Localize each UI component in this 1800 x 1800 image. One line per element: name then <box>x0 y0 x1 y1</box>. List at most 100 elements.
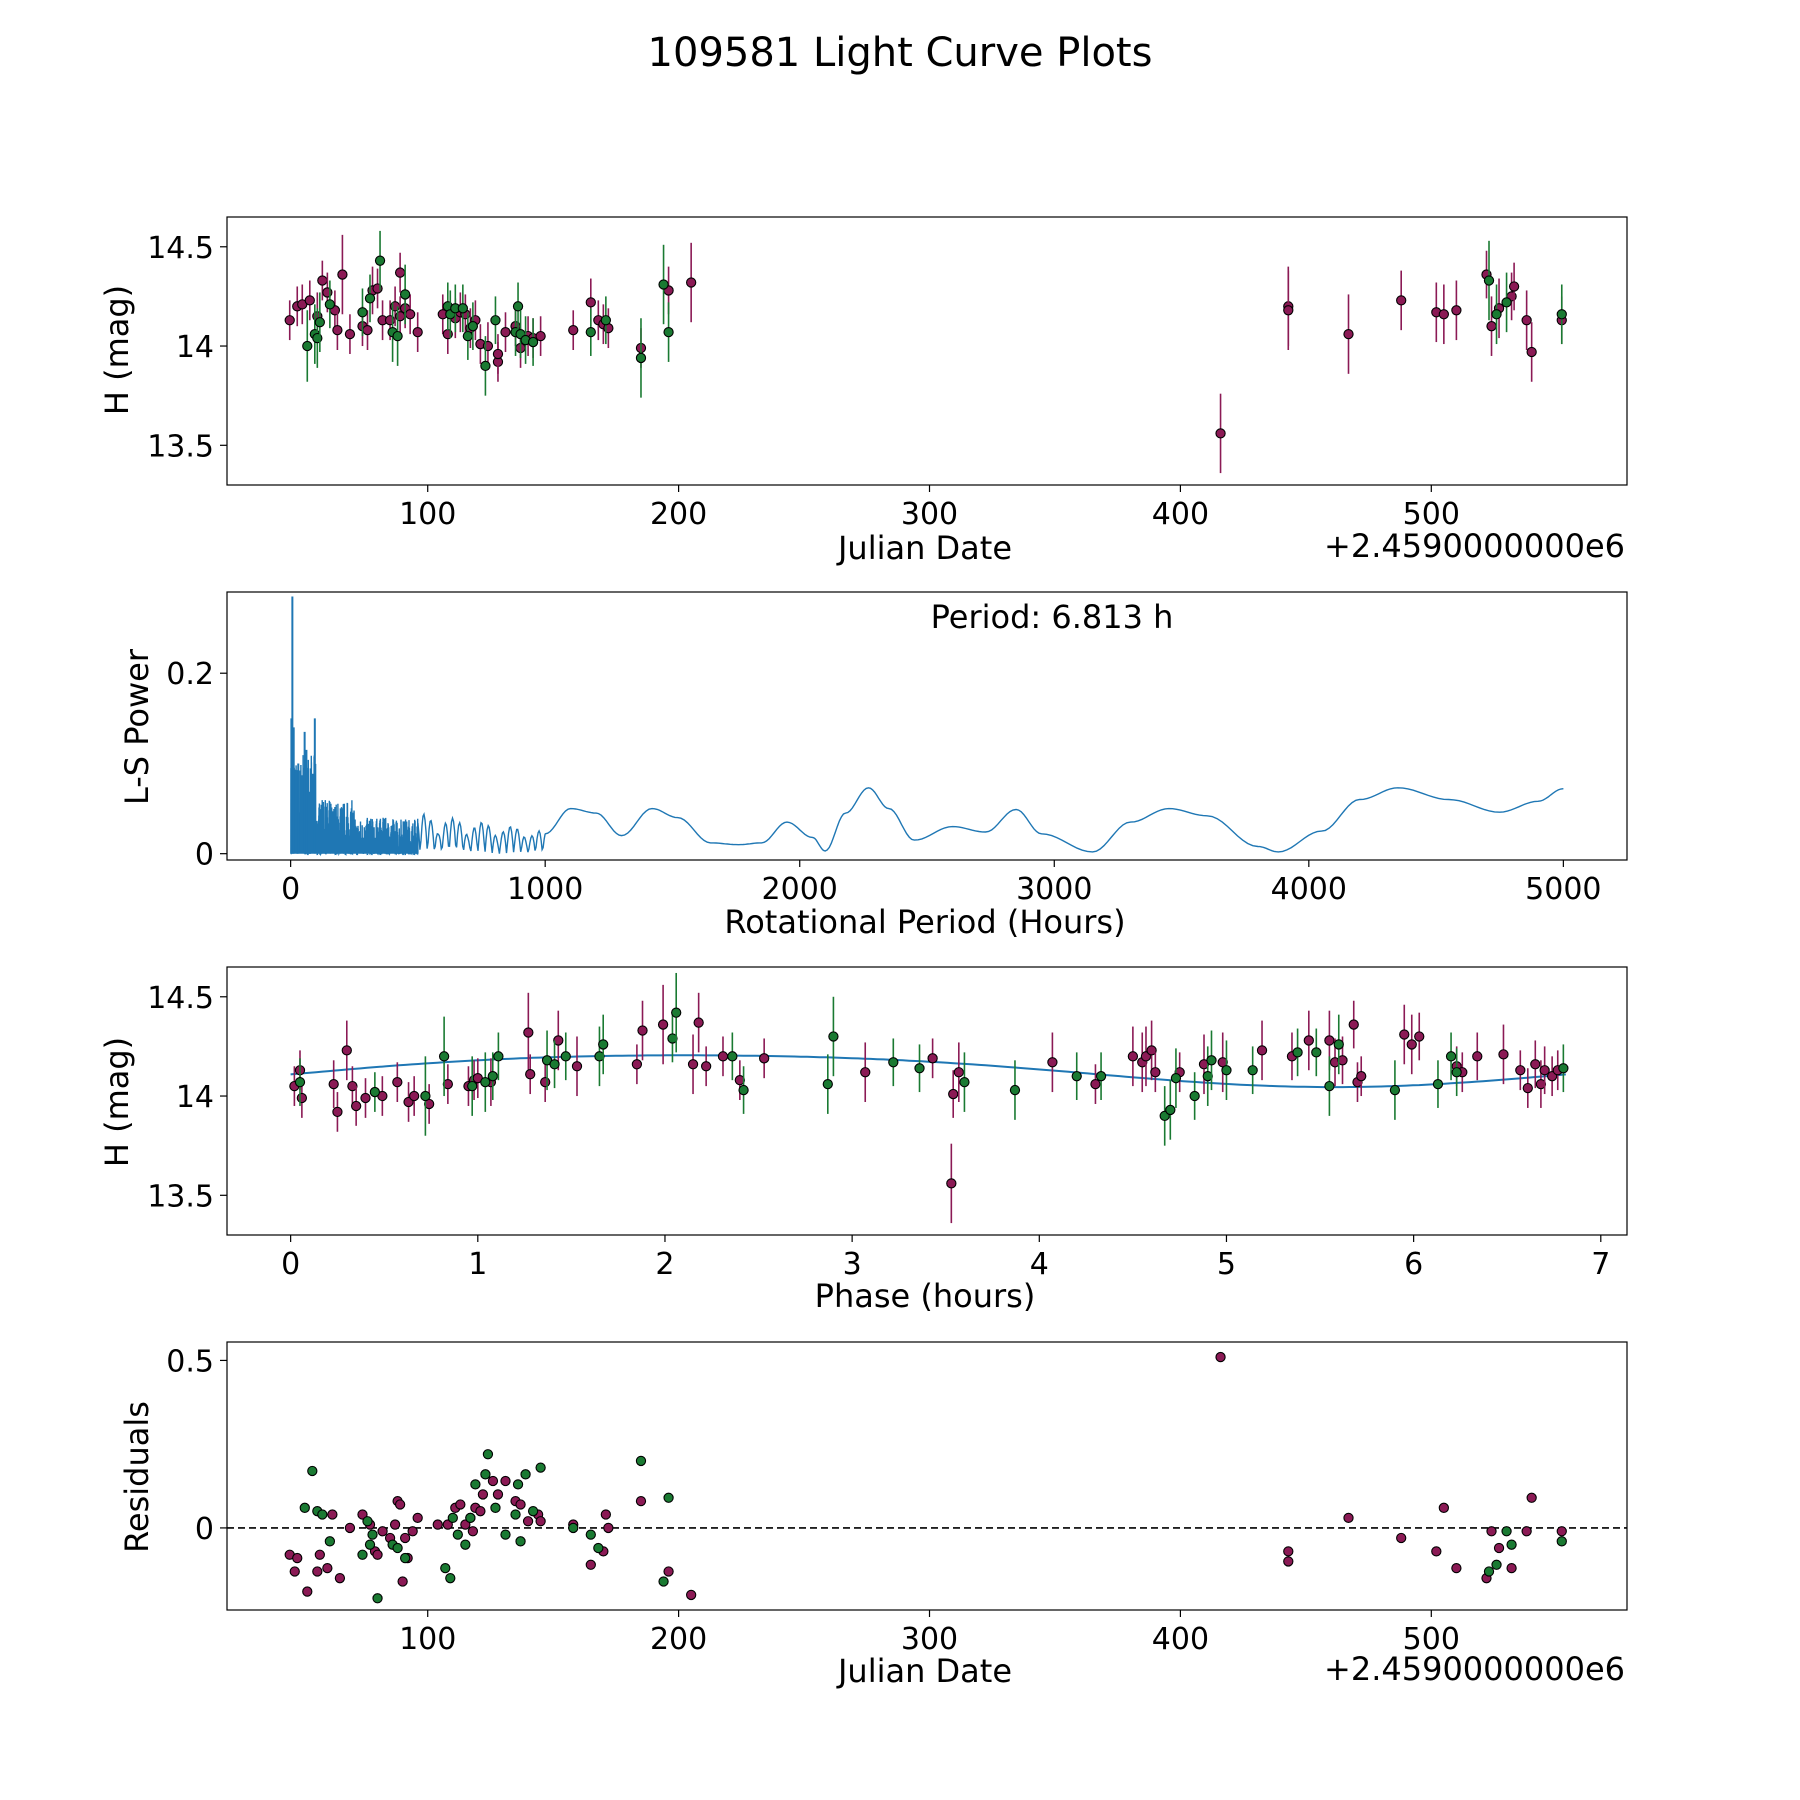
residuals-point-green <box>1483 1566 1495 1577</box>
lightcurve-point-magenta <box>1526 346 1537 358</box>
phased-point-green <box>1009 1084 1021 1096</box>
phased-point-green <box>1432 1078 1444 1090</box>
periodogram-ylabel: L-S Power <box>118 648 156 805</box>
lightcurve-point-green <box>527 336 539 348</box>
phased-point-magenta <box>392 1076 403 1088</box>
residuals-point-green <box>1556 1536 1567 1547</box>
residuals-point-green <box>482 1449 494 1460</box>
residuals-point-magenta <box>522 1516 534 1527</box>
lightcurve-point-magenta <box>317 275 328 286</box>
lightcurve-xtick-label: 200 <box>650 497 707 532</box>
lightcurve-point-magenta <box>1215 428 1226 439</box>
residuals-point-green <box>635 1455 647 1467</box>
phased-point-magenta <box>1090 1078 1101 1090</box>
residuals-point-magenta <box>1283 1546 1294 1557</box>
lightcurve-point-magenta <box>1396 295 1407 306</box>
phased-point-green <box>727 1051 738 1062</box>
residuals-xtick-label: 500 <box>1403 1622 1460 1657</box>
phased-point-magenta <box>1498 1049 1509 1060</box>
residuals-point-magenta <box>477 1489 489 1500</box>
residuals-point-magenta <box>344 1522 356 1534</box>
residuals-xtick-label: 400 <box>1152 1622 1209 1657</box>
phased-point-magenta <box>734 1075 745 1086</box>
phased-point-magenta <box>946 1178 957 1189</box>
phased-point-magenta <box>525 1069 536 1080</box>
residuals-point-magenta <box>663 1566 674 1577</box>
residuals-point-green <box>317 1509 328 1520</box>
phased-point-green <box>1333 1039 1344 1050</box>
phased-point-magenta <box>409 1090 420 1102</box>
residuals-point-magenta <box>600 1509 612 1520</box>
lightcurve-plot-area: 100 200 300 400 500 13.5 14 14.5 <box>147 216 1628 532</box>
phased-point-magenta <box>347 1080 358 1092</box>
lightcurve-point-magenta <box>304 295 315 306</box>
lightcurve-point-green <box>392 330 403 342</box>
phased-ytick-label: 14 <box>176 1080 214 1115</box>
lightcurve-point-magenta <box>686 277 697 288</box>
phased-point-magenta <box>540 1076 551 1088</box>
residuals-point-magenta <box>1215 1351 1226 1363</box>
phased-point-green <box>914 1063 925 1074</box>
lightcurve-xtick-label: 500 <box>1403 497 1460 532</box>
lightcurve-point-green <box>467 321 479 332</box>
residuals-point-magenta <box>487 1475 499 1487</box>
residuals-point-magenta <box>289 1566 300 1577</box>
residuals-xtick-label: 100 <box>399 1622 456 1657</box>
residuals-point-magenta <box>585 1559 596 1570</box>
periodogram-xlabel: Rotational Period (Hours) <box>724 903 1125 941</box>
periodogram-xtick-label: 5000 <box>1525 872 1601 907</box>
phased-xtick-label: 6 <box>1404 1247 1423 1282</box>
residuals-xtick-label: 300 <box>901 1622 958 1657</box>
lightcurve-panel: 100 200 300 400 500 13.5 14 14.5 Julian Date H … <box>98 216 1628 567</box>
residuals-point-green <box>372 1593 383 1604</box>
phased-point-green <box>667 1033 678 1044</box>
phased-point-magenta <box>953 1067 964 1078</box>
lightcurve-point-magenta <box>1343 328 1354 340</box>
lightcurve-point-magenta <box>1283 305 1294 316</box>
residuals-point-magenta <box>442 1519 453 1530</box>
phased-xtick-label: 4 <box>1030 1247 1049 1282</box>
phased-point-magenta <box>1539 1065 1550 1076</box>
lightcurve-ylabel: H (mag) <box>98 285 136 415</box>
phased-point-green <box>594 1051 605 1062</box>
residuals-point-green <box>465 1512 476 1524</box>
periodogram-xtick-label: 2000 <box>762 872 838 907</box>
phased-point-green <box>467 1080 478 1092</box>
lightcurve-point-magenta <box>344 328 356 340</box>
residuals-panel: 100 200 300 400 500 0 0.5 Julian Date Residual… <box>118 1341 1628 1690</box>
residuals-point-green <box>490 1502 501 1513</box>
phased-point-magenta <box>700 1061 712 1072</box>
residuals-frame <box>226 1341 1628 1611</box>
lightcurve-point-magenta <box>405 309 416 320</box>
phased-point-magenta <box>1348 1019 1359 1030</box>
phased-point-green <box>1292 1047 1303 1058</box>
lightcurve-ytick-label: 13.5 <box>147 429 214 464</box>
phased-point-magenta <box>1472 1051 1483 1062</box>
residuals-point-green <box>299 1502 310 1513</box>
lightcurve-point-green <box>600 315 612 326</box>
phased-point-green <box>828 1031 839 1042</box>
phased-point-green <box>1170 1073 1182 1084</box>
residuals-point-magenta <box>535 1516 546 1527</box>
phased-ytick-label: 14.5 <box>147 981 214 1016</box>
phased-point-magenta <box>657 1019 669 1030</box>
phased-point-green <box>1071 1071 1082 1082</box>
phased-point-magenta <box>1406 1039 1417 1050</box>
residuals-point-magenta <box>1526 1492 1537 1503</box>
phased-point-magenta <box>1535 1078 1547 1090</box>
residuals-point-magenta <box>312 1566 323 1577</box>
residuals-point-magenta <box>302 1586 313 1597</box>
phased-point-magenta <box>350 1100 362 1112</box>
lightcurve-point-green <box>302 340 313 352</box>
periodogram-power-line <box>290 755 1564 857</box>
phased-point-magenta <box>1303 1035 1314 1046</box>
residuals-point-green <box>1501 1526 1512 1537</box>
lightcurve-point-magenta <box>492 348 504 360</box>
phased-point-magenta <box>1414 1031 1425 1042</box>
phased-point-green <box>294 1076 306 1088</box>
phased-point-green <box>493 1051 504 1062</box>
residuals-point-green <box>367 1529 378 1540</box>
phased-point-green <box>1221 1065 1232 1076</box>
periodogram-xtick-label: 0 <box>281 872 300 907</box>
